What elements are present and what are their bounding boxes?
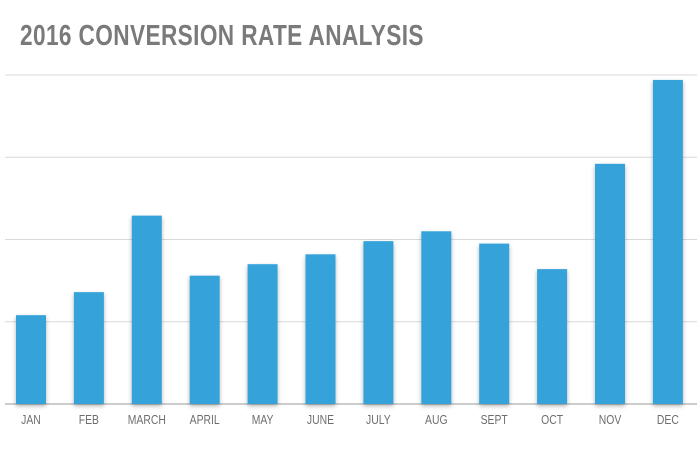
bar-jan — [16, 315, 46, 404]
x-tick-label: APRIL — [190, 413, 220, 427]
x-tick-label: JAN — [21, 413, 41, 427]
bar-aug — [421, 231, 452, 404]
bar-april — [189, 275, 220, 404]
bar-may — [247, 264, 278, 404]
bar-march — [131, 215, 162, 404]
bar-july — [363, 241, 394, 404]
x-tick-label: OCT — [541, 413, 563, 427]
x-tick-label: AUG — [425, 413, 448, 427]
bar-dec — [652, 79, 683, 404]
x-tick-label: NOV — [599, 413, 622, 427]
bar-nov — [595, 163, 625, 404]
x-tick-label: JUNE — [307, 413, 334, 427]
bar-oct — [537, 269, 568, 404]
bar-june — [305, 254, 336, 404]
x-tick-label: DEC — [657, 413, 679, 427]
chart-title: 2016 CONVERSION RATE ANALYSIS — [20, 20, 424, 52]
x-tick-label: MARCH — [128, 413, 166, 427]
bar-sept — [479, 243, 510, 404]
x-tick-label: JULY — [366, 413, 391, 427]
x-tick-label: FEB — [79, 413, 99, 427]
x-tick-label: SEPT — [481, 413, 508, 427]
bar-feb — [73, 292, 104, 404]
x-tick-label: MAY — [252, 413, 274, 427]
